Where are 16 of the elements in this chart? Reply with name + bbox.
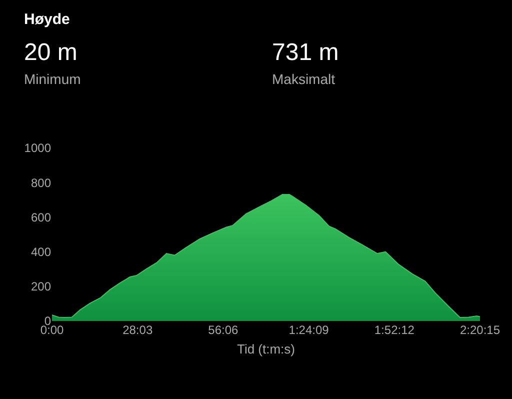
y-tick-label: 800 — [30, 176, 52, 190]
x-axis-title: Tid (t:m:s) — [236, 342, 296, 357]
chart-title: Høyde — [24, 11, 70, 28]
x-tick-label: 1:52:12 — [374, 323, 415, 337]
y-tick-label: 1000 — [24, 141, 52, 156]
x-tick-label: 56:06 — [208, 323, 239, 337]
y-tick-label: 400 — [30, 245, 52, 259]
y-tick-label: 600 — [30, 210, 52, 224]
text: 731 m — [272, 39, 339, 66]
x-tick-label: 28:03 — [122, 323, 153, 337]
x-tick-label: 1:24:09 — [288, 323, 330, 337]
text: Minimum — [24, 71, 81, 87]
text: 20 m — [24, 39, 78, 66]
x-tick-label: 2:20:15 — [460, 323, 500, 337]
y-tick-label: 200 — [30, 280, 52, 294]
text: Maksimalt — [272, 71, 336, 87]
